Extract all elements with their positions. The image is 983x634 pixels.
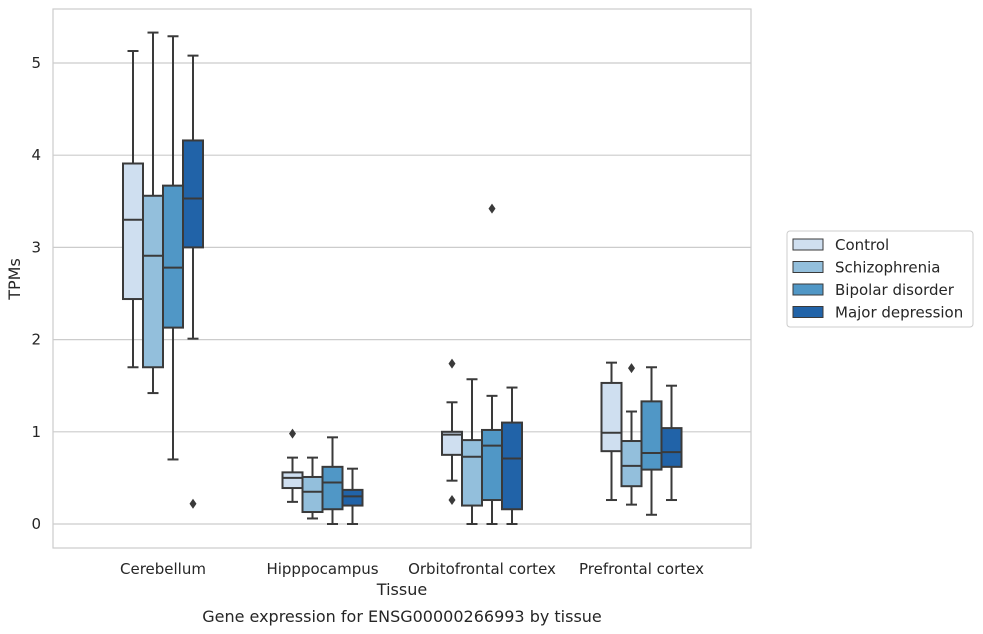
y-tick-label: 2	[31, 331, 41, 349]
legend-swatch	[792, 306, 824, 318]
legend-frame	[786, 230, 974, 328]
box-major-depression	[501, 386, 523, 525]
iqr-box	[620, 440, 643, 488]
y-tick-labels: 0 1 2 3 4 5	[31, 54, 41, 533]
box-schizophrenia	[301, 456, 324, 520]
x-tick-labels: Cerebellum Hipppocampus Orbitofrontal cort…	[120, 560, 704, 578]
box-control	[441, 358, 463, 506]
outlier-point	[448, 495, 456, 506]
iqr-box	[182, 139, 204, 249]
legend: Control Schizophrenia Bipolar disorder Majo…	[786, 230, 974, 328]
legend-swatch	[792, 283, 824, 296]
box-bipolar-disorder	[481, 203, 503, 525]
box-groups	[122, 31, 683, 525]
legend-label: Schizophrenia	[835, 259, 940, 277]
legend-label: Control	[835, 236, 889, 254]
box-bipolar-disorder	[162, 35, 184, 461]
y-tick-label: 5	[31, 54, 41, 72]
y-tick-label: 1	[31, 423, 41, 441]
iqr-box	[301, 475, 324, 514]
outlier-point	[289, 428, 296, 439]
box-control	[600, 361, 623, 502]
legend-swatch	[792, 261, 824, 273]
iqr-box	[122, 162, 144, 301]
y-axis-label: TPMs	[5, 258, 24, 301]
box-bipolar-disorder	[640, 366, 663, 516]
x-tick-label: Orbitofrontal cortex	[408, 560, 556, 578]
box-major-depression	[341, 467, 364, 525]
box-major-depression	[182, 54, 204, 509]
box-bipolar-disorder	[321, 436, 344, 525]
box-control	[281, 428, 304, 503]
iqr-box	[461, 439, 483, 507]
iqr-box	[162, 184, 184, 329]
plot-frame	[52, 8, 752, 549]
chart-caption: Gene expression for ENSG00000266993 by t…	[202, 607, 602, 626]
iqr-box	[600, 381, 623, 453]
iqr-box	[660, 427, 683, 468]
outlier-point	[628, 363, 635, 374]
iqr-box	[341, 488, 364, 507]
iqr-box	[481, 428, 503, 502]
iqr-box	[142, 194, 164, 369]
box-schizophrenia	[461, 378, 483, 525]
outlier-point	[488, 203, 496, 214]
x-tick-label: Hipppocampus	[266, 560, 378, 578]
y-tick-label: 4	[31, 146, 41, 164]
box-major-depression	[660, 384, 683, 502]
iqr-box	[640, 400, 663, 471]
iqr-box	[281, 471, 304, 490]
x-tick-label: Cerebellum	[120, 560, 206, 578]
y-tick-label: 3	[31, 238, 41, 256]
x-tick-label: Prefrontal cortex	[579, 560, 704, 578]
legend-label: Major depression	[835, 304, 963, 322]
outlier-point	[189, 498, 197, 509]
iqr-box	[321, 465, 344, 511]
y-tick-label: 0	[31, 515, 41, 533]
x-axis-label: Tissue	[376, 580, 427, 599]
legend-label: Bipolar disorder	[835, 281, 955, 299]
box-schizophrenia	[620, 363, 643, 506]
iqr-box	[501, 421, 523, 511]
box-schizophrenia	[142, 31, 164, 395]
legend-swatch	[792, 238, 824, 251]
outlier-point	[448, 358, 456, 369]
box-control	[122, 50, 144, 369]
